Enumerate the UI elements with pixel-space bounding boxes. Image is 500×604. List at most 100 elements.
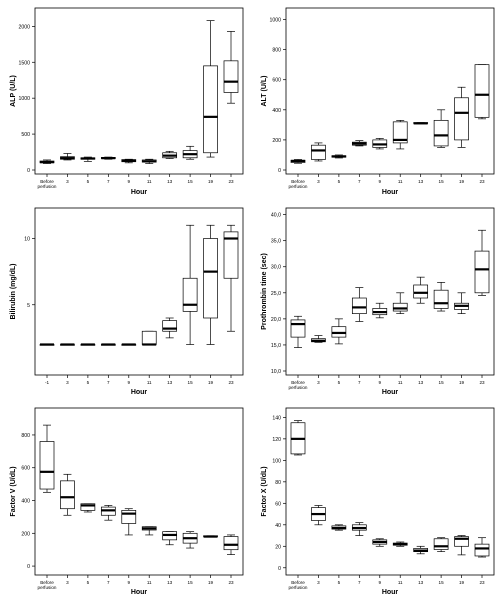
x-tick-label: 3 (66, 580, 69, 585)
y-tick-label: 40 (275, 523, 281, 529)
y-tick-label: 500 (21, 132, 30, 138)
x-tick-label: 15 (188, 179, 194, 184)
x-tick-label: 3 (317, 380, 320, 385)
x-tick-label: 13 (167, 580, 173, 585)
box (351, 522, 367, 536)
box (392, 541, 408, 547)
iqr-box (433, 538, 449, 550)
x-axis-label: Hour (382, 389, 399, 396)
x-tick-label: 11 (398, 380, 403, 385)
box (311, 142, 326, 162)
x-tick-label: 19 (208, 380, 214, 385)
plot-frame (285, 407, 495, 576)
iqr-box (454, 536, 469, 547)
y-tick-label: 10 (24, 237, 30, 243)
x-tick-label: 15 (439, 179, 445, 184)
box (182, 145, 198, 160)
box (351, 140, 367, 147)
box (162, 150, 178, 159)
x-axis-label: Hour (131, 189, 148, 196)
box (162, 531, 178, 546)
box (39, 159, 55, 164)
x-tick-label: Before (291, 580, 305, 585)
y-axis-label: ALT (U/L) (261, 76, 268, 107)
y-tick-label: 10,0 (271, 369, 281, 375)
box (80, 503, 96, 513)
iqr-box (223, 536, 239, 551)
y-tick-label: 120 (272, 437, 281, 443)
y-tick-label: 400 (21, 499, 30, 505)
x-tick-label: 19 (459, 179, 465, 184)
box (372, 138, 388, 150)
x-tick-label: 15 (439, 380, 445, 385)
x-tick-label: 5 (87, 580, 90, 585)
x-tick-label: 7 (107, 380, 110, 385)
y-tick-label: 0 (27, 168, 30, 174)
x-tick-label: 9 (378, 580, 381, 585)
box (413, 545, 429, 555)
y-tick-label: 80 (275, 480, 281, 486)
x-tick-label: 11 (398, 179, 403, 184)
iqr-box (433, 119, 449, 147)
box (141, 158, 157, 164)
x-tick-label: 23 (479, 179, 485, 184)
y-tick-label: 0 (278, 168, 281, 174)
box (121, 158, 137, 164)
x-axis-label: Hour (382, 189, 399, 196)
y-tick-label: 800 (21, 433, 30, 439)
x-tick-label: perfusion (289, 385, 308, 390)
x-tick-label: 13 (418, 179, 424, 184)
x-tick-label: 11 (147, 380, 152, 385)
x-tick-label: perfusion (38, 585, 57, 590)
iqr-box (392, 302, 408, 312)
x-tick-label: 15 (439, 580, 445, 585)
y-tick-label: 35,0 (271, 239, 281, 245)
x-tick-label: 5 (338, 580, 341, 585)
box (331, 154, 347, 159)
chart-panel: 0 500 1000 1500 2000 ALP (U/L) Hour Beforeperfu… (10, 7, 244, 196)
box (80, 156, 96, 162)
y-tick-label: 600 (21, 466, 30, 472)
x-tick-label: -1 (45, 380, 50, 385)
y-tick-label: 0 (278, 566, 281, 572)
x-tick-label: 13 (418, 380, 424, 385)
x-tick-label: 19 (459, 580, 465, 585)
box (474, 64, 490, 120)
iqr-box (413, 284, 429, 299)
box (80, 343, 96, 346)
iqr-box (182, 277, 198, 312)
box (454, 86, 469, 148)
iqr-box (203, 65, 218, 154)
iqr-box (223, 231, 239, 279)
box (141, 526, 157, 536)
y-tick-label: 20 (275, 544, 281, 550)
box (121, 508, 137, 536)
box (433, 109, 449, 148)
x-tick-label: 3 (66, 380, 69, 385)
box (223, 534, 239, 555)
y-tick-label: 15,0 (271, 343, 281, 349)
box (433, 282, 449, 312)
iqr-box (392, 121, 408, 144)
box (39, 343, 55, 346)
box (60, 153, 75, 161)
box (474, 229, 490, 296)
x-tick-label: 9 (127, 380, 130, 385)
box (60, 343, 75, 346)
x-tick-label: 9 (127, 179, 130, 184)
box (290, 420, 306, 456)
box (121, 343, 137, 346)
box (372, 538, 388, 547)
x-axis-label: Hour (382, 589, 399, 596)
x-tick-label: 11 (147, 580, 152, 585)
y-tick-label: 1000 (18, 96, 30, 102)
iqr-box (223, 60, 239, 93)
chart-panel: 0 200 400 600 800 1000 ALT (U/L) Hour Beforeperf… (261, 7, 495, 196)
box (413, 122, 429, 125)
chart-panel: 10,0 15,0 20,0 25,0 30,0 35,0 40,0 Prothrombin … (261, 207, 495, 396)
x-tick-label: 5 (87, 380, 90, 385)
box (100, 156, 116, 160)
box (203, 224, 218, 345)
box (100, 505, 116, 521)
